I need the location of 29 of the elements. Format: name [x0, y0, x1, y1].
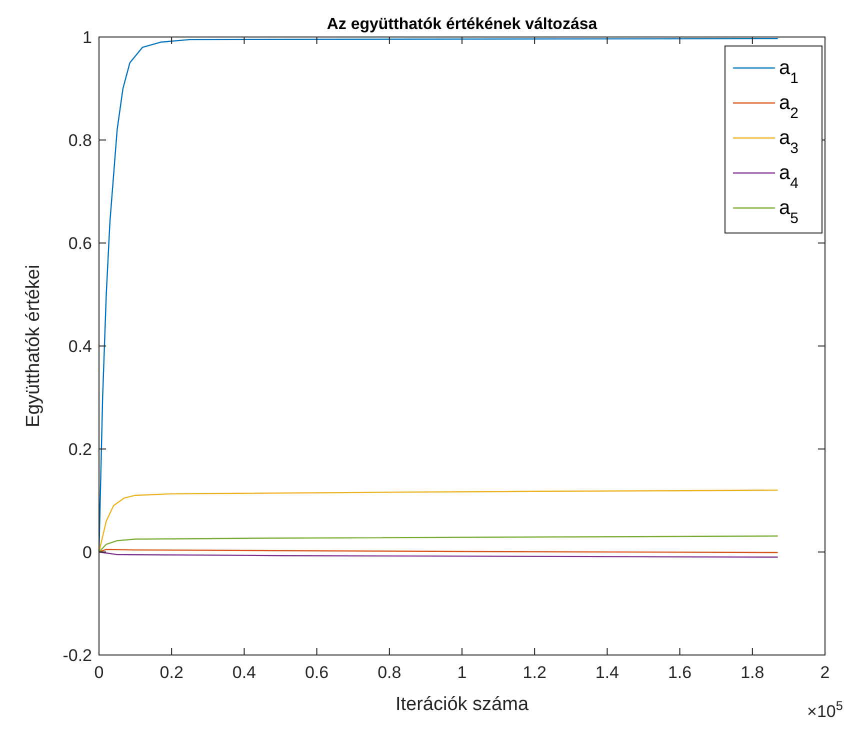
y-tick-label: -0.2 [62, 646, 92, 665]
y-tick-label: 0.4 [68, 336, 92, 356]
x-tick-label: 0.2 [160, 663, 184, 682]
x-tick-label: 0 [94, 663, 104, 682]
x-tick-label: 0.6 [304, 663, 329, 682]
x-tick-label: 1.2 [522, 663, 546, 682]
line-series [98, 490, 778, 553]
y-tick-label: 0.8 [68, 130, 92, 150]
y-tick-label: 0 [82, 542, 92, 562]
x-axis-title: Iterációk száma [395, 694, 529, 715]
y-axis-title: Együtthatók értékei [23, 264, 44, 428]
x-tick-label: 1.4 [595, 663, 620, 682]
y-tick-label: 0.2 [68, 440, 92, 459]
legend-label: a$_{3}$ [779, 127, 798, 156]
x-tick-label: 2 [820, 663, 830, 682]
x-tick-label: 0.4 [232, 663, 256, 682]
chart-title: Az együtthatók értékének változása [326, 16, 598, 33]
y-tick-label: 1 [82, 28, 92, 47]
x-tick-label: 1.6 [668, 663, 692, 682]
legend-label: a$_{5}$ [779, 197, 798, 226]
legend-label: a$_{2}$ [779, 92, 798, 122]
line-series [98, 535, 778, 553]
text: ×10$^{5}$ [807, 698, 843, 721]
x-tick-label: 1.8 [740, 663, 764, 682]
x-tick-label: 0.8 [378, 663, 402, 682]
legend-label: a$_{4}$ [779, 162, 798, 192]
y-tick-label: 0.6 [68, 234, 92, 253]
x-tick-label: 1 [457, 663, 467, 682]
legend-label: a$_{1}$ [779, 57, 798, 86]
